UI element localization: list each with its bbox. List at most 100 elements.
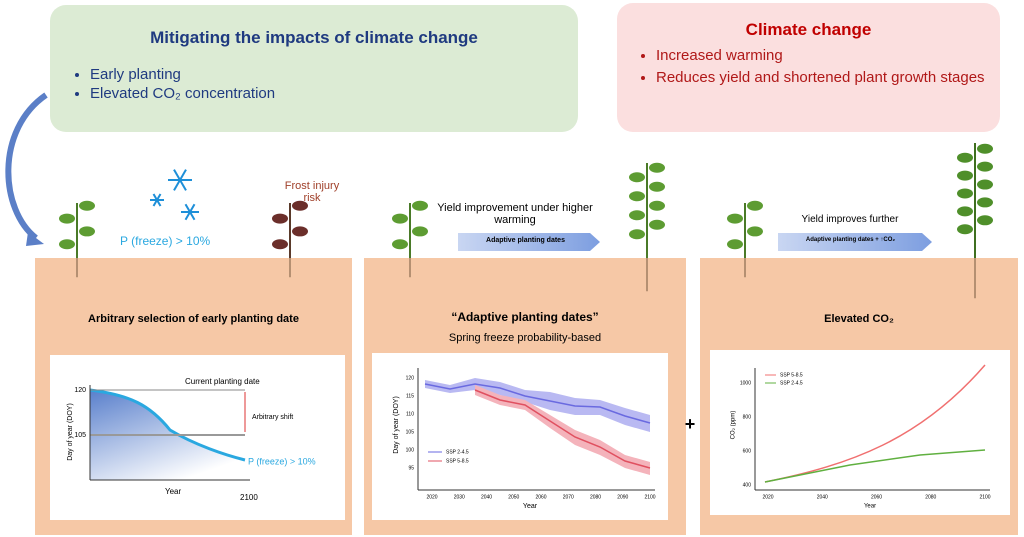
leaf <box>629 210 645 221</box>
leaf <box>957 188 973 199</box>
line <box>764 449 986 483</box>
band <box>475 385 650 475</box>
plus: + <box>685 414 696 434</box>
label: 2080 <box>590 494 601 500</box>
bullet: Increased warming <box>656 46 996 66</box>
label: P (freeze) > 10% <box>248 456 316 466</box>
panel-title: Arbitrary selection of early planting da… <box>88 313 299 325</box>
leaf <box>747 226 763 237</box>
chart-box <box>372 353 668 520</box>
curved-arrow <box>5 92 48 241</box>
label: 2050 <box>508 494 519 500</box>
plant <box>727 200 763 278</box>
leaf <box>292 226 308 237</box>
leaf <box>392 213 408 224</box>
label: 2030 <box>454 494 465 500</box>
snowflake-arm <box>152 193 162 207</box>
label: Year <box>523 503 538 510</box>
leaf <box>977 143 993 154</box>
label: 120 <box>74 387 86 394</box>
leaf <box>629 229 645 240</box>
label: 2020 <box>426 494 437 500</box>
leaf <box>649 219 665 230</box>
decorations <box>59 143 993 299</box>
label: 2100 <box>644 494 655 500</box>
chart-box <box>710 350 1010 515</box>
label: SSP 2-4.5 <box>780 380 803 386</box>
label: 105 <box>406 429 415 435</box>
leaf <box>272 213 288 224</box>
leaf <box>977 215 993 226</box>
plant <box>629 162 665 292</box>
snowflake <box>150 193 164 207</box>
band <box>425 378 650 432</box>
leaf <box>412 200 428 211</box>
arrow-label: Adaptive planting dates <box>486 237 565 244</box>
risk-label: Frost injury risk <box>284 180 340 204</box>
leaf <box>957 170 973 181</box>
leaf <box>727 213 743 224</box>
label: 2060 <box>871 494 882 500</box>
label: 2090 <box>617 494 628 500</box>
leaf <box>957 152 973 163</box>
label: Day of year (DOY) <box>67 403 74 461</box>
label: 2040 <box>481 494 492 500</box>
leaf <box>957 224 973 235</box>
label: 95 <box>408 465 414 471</box>
label: 2080 <box>925 494 936 500</box>
arrow-label: Adaptive planting dates + ↑CO₂ <box>805 237 896 243</box>
label: 2040 <box>817 494 828 500</box>
label: SSP 5-8.5 <box>446 458 469 464</box>
arrow <box>778 233 932 251</box>
arrow-caption: Yield improvement under higher warming <box>437 202 593 226</box>
label: 2070 <box>563 494 574 500</box>
leaf <box>412 226 428 237</box>
arrow <box>458 233 600 251</box>
snowflake <box>181 203 199 221</box>
leaf <box>977 161 993 172</box>
leaf <box>79 200 95 211</box>
mitigation-title: Mitigating the impacts of climate change <box>150 28 478 47</box>
leaf <box>977 197 993 208</box>
leaf <box>629 172 645 183</box>
label: 120 <box>406 375 415 381</box>
bullet: Reduces yield and shortened plant growth… <box>656 68 996 88</box>
label: SSP 2-4.5 <box>446 449 469 455</box>
leaf <box>272 239 288 250</box>
label: 2100 <box>979 494 990 500</box>
label: Year <box>864 504 876 510</box>
climate-list: Increased warming Reduces yield and shor… <box>638 44 996 91</box>
label: Current planting date <box>185 377 260 386</box>
label: 110 <box>406 411 414 417</box>
plant <box>272 200 308 278</box>
plant <box>957 143 993 299</box>
leaf <box>957 206 973 217</box>
bullet: Elevated CO₂ concentration <box>90 85 275 102</box>
leaf <box>649 200 665 211</box>
mitigation-list: Early planting Elevated CO₂ concentratio… <box>72 64 275 104</box>
leaf <box>727 239 743 250</box>
leaf <box>747 200 763 211</box>
curve <box>89 388 246 462</box>
panel-title: “Adaptive planting dates” <box>451 310 599 324</box>
mitigation-box <box>50 5 578 132</box>
label: 100 <box>406 447 415 453</box>
line <box>424 383 651 424</box>
leaf <box>629 191 645 202</box>
label: 115 <box>406 393 414 399</box>
panel-title: Elevated CO₂ <box>824 313 894 325</box>
freeze-annotation: P (freeze) > 10% <box>120 234 211 248</box>
arrow-head <box>26 232 44 246</box>
label: 2100 <box>240 493 258 502</box>
leaf <box>392 239 408 250</box>
line <box>474 389 651 469</box>
label: 800 <box>743 414 752 420</box>
label: CO₂ (ppm) <box>731 411 737 440</box>
climate-box <box>617 3 1000 132</box>
snowflake-arm <box>173 169 187 191</box>
plant <box>392 200 428 278</box>
leaf <box>977 179 993 190</box>
label: 2020 <box>762 494 773 500</box>
